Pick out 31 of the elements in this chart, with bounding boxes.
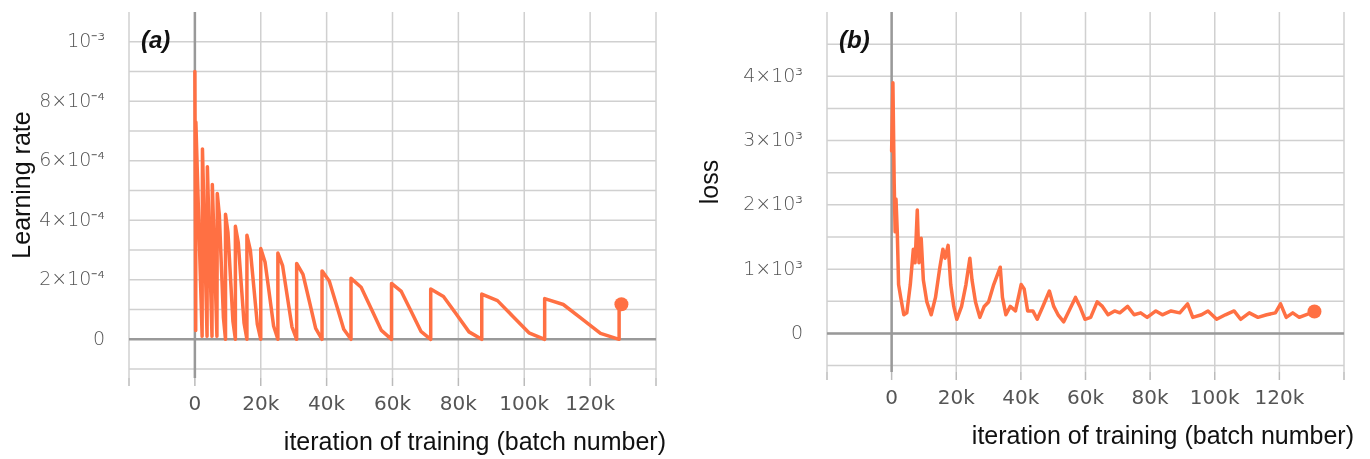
y-tick-label: 4×10⁻⁴ (39, 207, 105, 230)
x-tick-label: 80k (439, 391, 478, 415)
y-tick-label: 8×10⁻⁴ (39, 88, 105, 111)
x-tick-label: 40k (1002, 385, 1040, 409)
x-tick-label: 60k (373, 391, 412, 415)
y-tick-label: 6×10⁻⁴ (39, 148, 105, 171)
y-tick-label: 0 (92, 326, 105, 349)
y-tick-label: 1×10³ (743, 256, 803, 279)
x-tick-label: 0 (188, 391, 202, 415)
x-tick-label: 80k (1131, 385, 1170, 409)
x-tick-label: 60k (1066, 385, 1105, 409)
x-tick-label: 100k (499, 391, 550, 415)
y-tick-label: 10⁻³ (67, 29, 105, 52)
y-tick-label: 0 (790, 320, 803, 343)
annotation: (a) (141, 26, 171, 53)
y-tick-label: 4×10³ (743, 63, 803, 86)
y-tick-label: 3×10³ (743, 128, 803, 151)
x-tick-label: 40k (308, 391, 346, 415)
y-tick-label: 2×10⁻⁴ (39, 267, 105, 290)
x-tick-label: 100k (1189, 385, 1241, 409)
x-tick-label: 20k (937, 385, 976, 409)
x-axis-title: iteration of training (batch number) (283, 427, 666, 455)
y-axis-title: Learning rate (7, 111, 35, 259)
x-tick-label: 0 (885, 385, 898, 409)
y-axis-title: loss (695, 159, 723, 205)
annotation: (b) (839, 26, 870, 53)
x-tick-label: 120k (565, 391, 616, 415)
x-tick-label: 20k (242, 391, 280, 415)
x-tick-label: 120k (1254, 385, 1305, 409)
x-axis-title: iteration of training (batch number) (971, 421, 1354, 449)
y-tick-label: 2×10³ (743, 192, 803, 215)
